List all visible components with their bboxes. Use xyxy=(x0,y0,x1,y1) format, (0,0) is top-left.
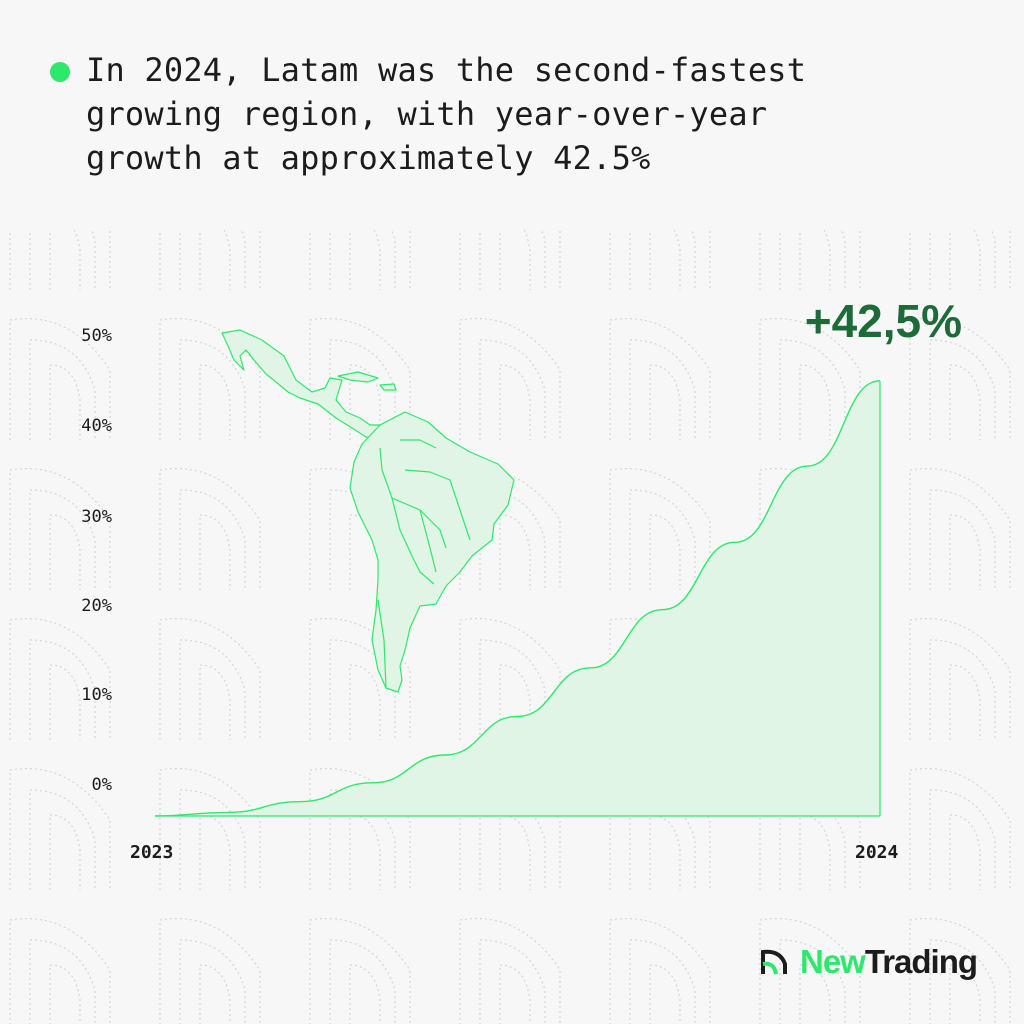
y-tick-label: 20% xyxy=(81,596,112,616)
y-tick-label: 30% xyxy=(81,507,112,527)
y-tick-label: 40% xyxy=(81,416,112,436)
bullet-dot-icon xyxy=(50,62,70,82)
x-tick-label: 2024 xyxy=(855,842,899,863)
x-axis: 2023 2024 xyxy=(130,842,899,863)
y-axis: 50% 40% 30% 20% 10% 0% xyxy=(81,326,112,795)
y-tick-label: 50% xyxy=(81,326,112,346)
series-line xyxy=(154,380,881,817)
x-tick-label: 2023 xyxy=(130,842,173,863)
brand-name-part2: Trading xyxy=(864,943,978,980)
growth-callout-label: +42,5% xyxy=(805,295,962,347)
y-tick-label: 0% xyxy=(92,775,112,795)
area-fill xyxy=(155,380,880,816)
brand-logo: New Trading xyxy=(760,940,978,984)
brand-name-part1: New xyxy=(800,943,866,980)
headline-text: In 2024, Latam was the second-fastest gr… xyxy=(86,51,807,177)
latin-america-map-icon xyxy=(221,329,515,693)
headline: In 2024, Latam was the second-fastest gr… xyxy=(50,48,950,180)
new-trading-logo-icon xyxy=(761,949,787,975)
plot-area xyxy=(154,380,881,817)
y-tick-label: 10% xyxy=(81,685,112,705)
